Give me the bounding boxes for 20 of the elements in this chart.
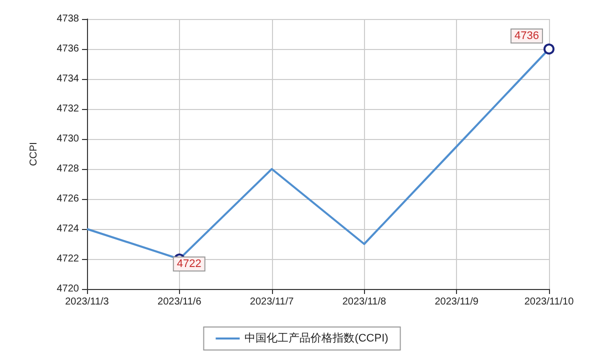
y-tick-label: 4736 [56,44,80,54]
data-label: 4736 [514,30,539,42]
x-tick-label: 2023/11/8 [342,296,387,308]
y-tick-label: 4724 [56,224,80,234]
y-tick-label: 4722 [56,254,80,264]
y-tick-label: 4732 [56,104,80,114]
x-tick-label: 2023/11/3 [65,296,110,308]
y-tick-label: 4738 [56,14,80,24]
x-tick-label: 2023/11/7 [250,296,294,308]
y-tick-label: 4720 [56,284,80,294]
x-tick-label: 2023/11/9 [434,296,479,308]
y-tick-label: 4730 [56,134,80,144]
legend-label: 中国化工产品价格指数(CCPI) [244,332,388,344]
y-tick-label: 4734 [56,74,80,84]
y-tick-label: 4726 [56,194,80,204]
data-label: 4722 [176,258,202,270]
x-tick-label: 2023/11/6 [158,296,202,308]
y-axis-title: CCPI [28,142,40,166]
x-tick-label: 2023/11/10 [524,296,574,308]
y-tick-label: 4728 [56,164,80,174]
